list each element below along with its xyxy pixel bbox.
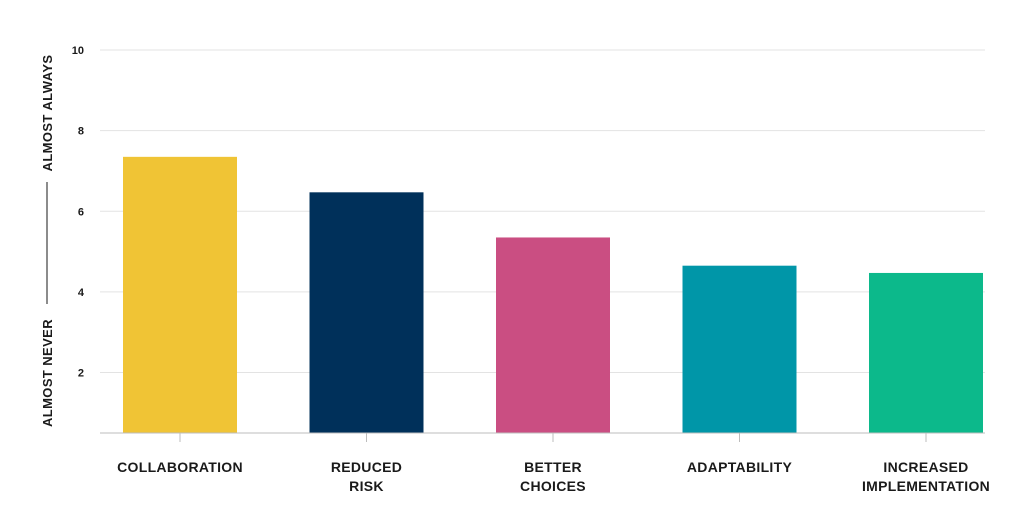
bar-1 [309, 192, 424, 433]
category-label-4-0: INCREASED [883, 459, 968, 475]
y-tick-8: 8 [78, 126, 84, 138]
y-axis-label: ALMOST NEVER ALMOST ALWAYS [40, 55, 55, 428]
category-label-1-0: REDUCED [331, 459, 402, 475]
category-label-2-0: BETTER [524, 459, 582, 475]
category-label-3-0: ADAPTABILITY [687, 459, 793, 475]
y-label-almost-always: ALMOST ALWAYS [40, 55, 55, 172]
y-tick-labels: 2 4 6 8 10 [72, 45, 85, 380]
gridlines [100, 49, 985, 374]
x-axis [100, 432, 985, 442]
category-labels: COLLABORATION REDUCED RISK BETTER CHOICES ADA… [117, 459, 990, 494]
y-tick-2: 2 [78, 368, 84, 380]
y-tick-4: 4 [78, 287, 85, 299]
category-label-2-1: CHOICES [520, 478, 586, 494]
category-label-4-1: IMPLEMENTATION [862, 478, 990, 494]
bars [123, 156, 983, 433]
y-tick-10: 10 [72, 45, 84, 57]
bar-0 [123, 156, 237, 433]
category-label-0-0: COLLABORATION [117, 459, 243, 475]
category-label-1-1: RISK [349, 478, 384, 494]
bar-4 [869, 272, 983, 433]
bar-2 [496, 237, 610, 433]
y-label-almost-never: ALMOST NEVER [40, 319, 55, 427]
y-tick-6: 6 [78, 206, 84, 218]
bar-3 [682, 265, 797, 433]
